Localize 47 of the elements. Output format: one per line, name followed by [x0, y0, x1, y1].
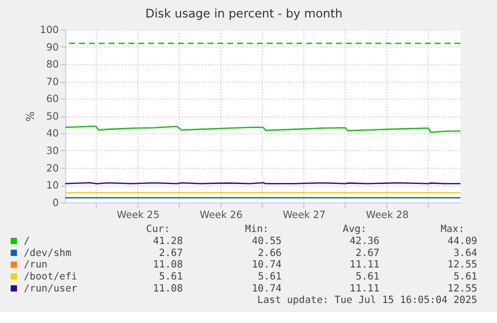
x-tick-label: Week 27: [282, 210, 326, 221]
y-tick-label: 60: [46, 94, 59, 106]
y-tick-label: 0: [52, 198, 59, 209]
text: 3.64: [453, 248, 478, 259]
text: Avg:: [342, 224, 367, 236]
y-tick-label: 30: [46, 146, 59, 158]
text: 5.61: [453, 272, 478, 283]
y-tick-label: 80: [46, 60, 59, 71]
y-tick-label: 40: [46, 128, 59, 140]
text: 40.55: [252, 236, 282, 247]
text: 2.67: [356, 248, 380, 259]
text: 5.61: [258, 272, 282, 283]
text: Max:: [440, 224, 464, 236]
text: 12.55: [448, 260, 478, 271]
y-tick-label: 70: [46, 76, 59, 88]
text: 5.61: [356, 272, 380, 283]
y-axis-title: %: [24, 111, 38, 122]
text: 42.36: [350, 236, 380, 247]
legend-label: /run: [24, 260, 48, 271]
legend-label: /: [24, 236, 30, 247]
y-tick-label: 50: [46, 111, 59, 122]
y-tick-label: 100: [40, 24, 59, 36]
legend-label: /run/user: [24, 283, 78, 294]
chart-title: Disk usage in percent - by month: [145, 6, 343, 21]
text: Cur:: [146, 224, 170, 236]
text: 12.55: [448, 283, 478, 294]
x-tick-label: Week 26: [200, 210, 243, 221]
text: 11.08: [153, 283, 183, 294]
text: 11.08: [153, 260, 183, 271]
text: 10.74: [252, 260, 282, 271]
text: Min:: [244, 224, 269, 236]
legend-label: /dev/shm: [24, 248, 72, 259]
text: 11.11: [350, 283, 380, 294]
legend-label: /boot/efi: [24, 272, 78, 283]
text: 5.61: [159, 272, 183, 283]
y-tick-label: 20: [46, 163, 59, 174]
text: 11.11: [350, 260, 380, 271]
text: 2.67: [159, 248, 183, 259]
y-tick-label: 90: [46, 42, 59, 54]
text: Last update: Tue Jul 15 16:05:04 2025: [257, 295, 478, 306]
text: 10.74: [252, 283, 282, 294]
y-tick-label: 10: [46, 180, 59, 192]
text: 41.28: [153, 236, 183, 247]
x-tick-label: Week 25: [116, 210, 160, 221]
x-tick-label: Week 28: [366, 210, 409, 221]
text: 2.66: [258, 248, 282, 259]
text: 44.09: [448, 236, 478, 247]
